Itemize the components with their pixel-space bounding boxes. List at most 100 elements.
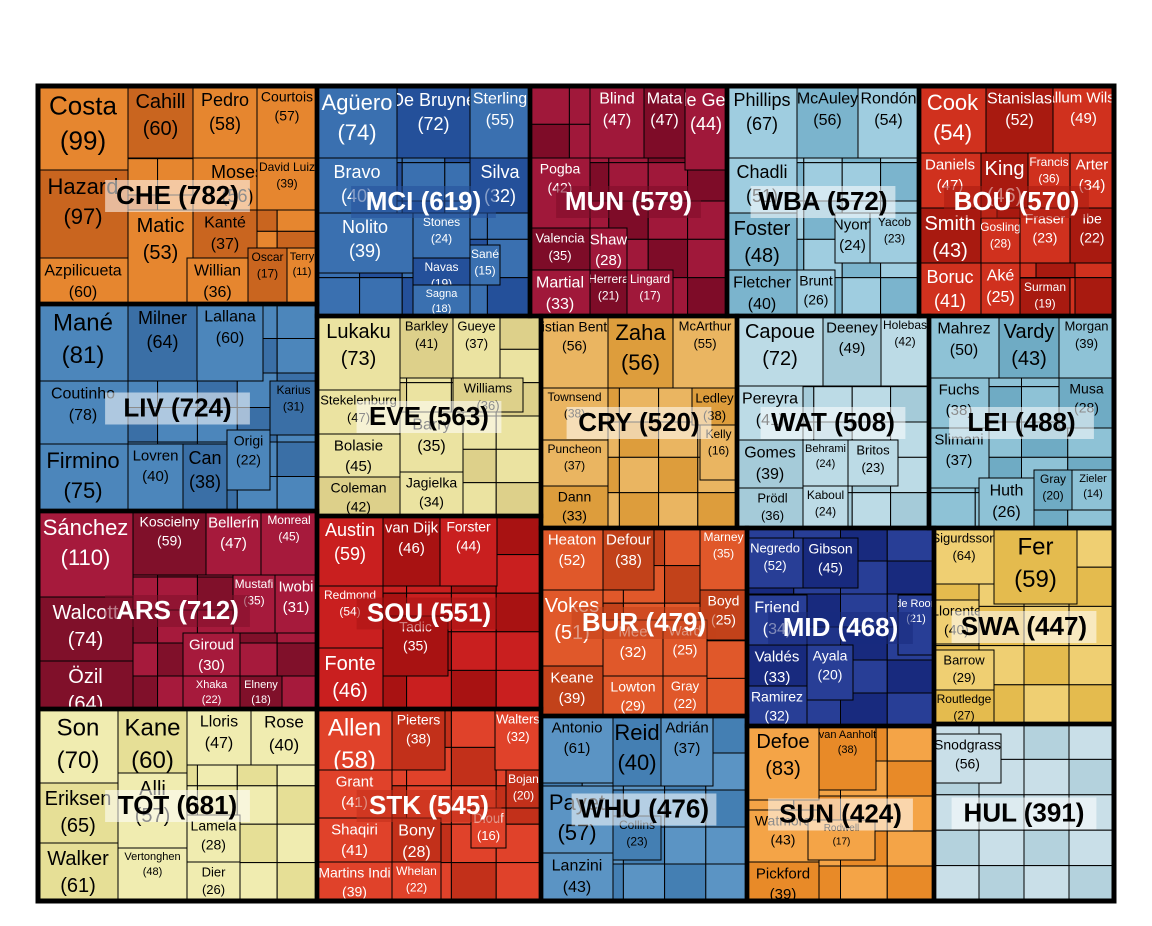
player-cell bbox=[192, 85, 258, 159]
player-cell bbox=[540, 315, 609, 389]
player-label-group: Milner (64) bbox=[138, 308, 187, 352]
player-name-label: Origi bbox=[234, 432, 264, 448]
player-name-label: Pogba bbox=[540, 160, 581, 176]
player-label-group: Lanzini (43) bbox=[552, 858, 603, 897]
player-label-group: Mata (47) bbox=[647, 91, 683, 130]
player-value-label: (38) bbox=[189, 472, 221, 492]
player-name-label: Iwobi bbox=[278, 579, 313, 596]
player-value-label: (81) bbox=[62, 342, 105, 369]
player-name-label: Bravo bbox=[333, 162, 380, 182]
player-label-group: Lukaku (73) bbox=[326, 321, 391, 370]
player-name-label: Martial bbox=[536, 275, 584, 292]
player-name-label: Grant bbox=[336, 774, 374, 791]
player-name-label: Courtois bbox=[261, 88, 313, 104]
player-name-label: Dier bbox=[202, 864, 227, 879]
player-cell bbox=[391, 861, 442, 902]
player-name-label: Xhaka bbox=[196, 679, 228, 691]
player-value-label: (22) bbox=[1080, 229, 1105, 245]
player-label-group: Koscielny (59) bbox=[140, 513, 200, 548]
player-name-label: Bojan bbox=[508, 772, 539, 786]
player-value-label: (28) bbox=[201, 836, 226, 852]
player-name-label: Heaton bbox=[548, 532, 596, 549]
player-label-group: Valencia (35) bbox=[536, 230, 586, 263]
player-name-label: Firmino bbox=[46, 448, 119, 473]
player-value-label: (40) bbox=[269, 736, 299, 755]
filler-cell bbox=[450, 708, 497, 748]
player-label-group: De Bruyne (72) bbox=[397, 90, 470, 134]
player-value-label: (18) bbox=[251, 694, 271, 706]
filler-cell bbox=[705, 640, 748, 679]
player-value-label: (55) bbox=[693, 336, 716, 351]
player-value-label: (72) bbox=[417, 114, 449, 134]
player-name-label: McArthur bbox=[679, 318, 732, 333]
player-label-group: Kanté (37) bbox=[204, 215, 246, 254]
player-name-label: Mustafi bbox=[235, 577, 274, 591]
player-cell bbox=[127, 303, 198, 382]
filler-cell bbox=[658, 492, 699, 529]
player-cell bbox=[256, 85, 318, 159]
player-label-group: Snodgrass (56) bbox=[934, 736, 1001, 771]
player-value-label: (38) bbox=[406, 730, 431, 746]
player-cell bbox=[806, 644, 854, 701]
player-cell bbox=[391, 708, 446, 771]
filler-cell bbox=[236, 862, 278, 902]
player-label-group: Gomes (39) bbox=[744, 445, 796, 484]
player-cell bbox=[186, 861, 241, 902]
player-name-label: Morgan bbox=[1064, 318, 1108, 333]
player-label-group: Oscar (17) bbox=[251, 250, 283, 280]
player-cell bbox=[469, 244, 501, 286]
player-name-label: Marney bbox=[703, 530, 743, 544]
player-name-label: Mahrez bbox=[937, 321, 990, 338]
player-cell bbox=[37, 782, 119, 844]
filler-cell bbox=[1068, 865, 1115, 902]
player-cell bbox=[726, 269, 798, 317]
player-label-group: Huth (26) bbox=[990, 483, 1024, 522]
team-label-eve: EVE (563) bbox=[369, 401, 489, 431]
player-name-label: Fuchs bbox=[939, 382, 980, 399]
player-cell bbox=[256, 157, 318, 211]
player-cell bbox=[196, 303, 264, 382]
player-name-label: Lowton bbox=[610, 678, 655, 694]
player-cell bbox=[127, 209, 194, 305]
player-label-group: Prödl (36) bbox=[757, 490, 787, 523]
player-name-label: Karius bbox=[276, 383, 310, 397]
player-value-label: (43) bbox=[932, 240, 968, 262]
player-name-label: Sterling bbox=[473, 91, 527, 108]
player-name-label: Defour bbox=[606, 532, 651, 549]
player-value-label: (42) bbox=[894, 334, 915, 348]
player-name-label: Fletcher bbox=[733, 275, 791, 292]
player-label-group: Martins Indi (39) bbox=[318, 864, 390, 899]
player-label-group: Puncheon (37) bbox=[547, 442, 601, 472]
player-value-label: (59) bbox=[334, 544, 366, 564]
filler-cell bbox=[687, 238, 728, 279]
filler-cell bbox=[1068, 829, 1115, 867]
player-name-label: Silva bbox=[480, 162, 520, 182]
player-cell bbox=[540, 715, 614, 784]
player-value-label: (40) bbox=[142, 468, 169, 485]
player-value-label: (47) bbox=[650, 112, 678, 129]
team-group-mci: Agüero (74) De Bruyne (72) Sterling (55) Bravo… bbox=[316, 85, 531, 317]
player-name-label: Rose bbox=[264, 713, 304, 732]
player-name-label: Oscar bbox=[251, 250, 283, 264]
player-value-label: (49) bbox=[1070, 110, 1097, 127]
player-value-label: (44) bbox=[456, 537, 481, 553]
player-label-group: Bojan (20) bbox=[508, 772, 539, 802]
player-value-label: (78) bbox=[69, 407, 97, 424]
filler-cell bbox=[687, 277, 728, 317]
player-name-label: Nolito bbox=[342, 217, 388, 237]
filler-cell bbox=[841, 277, 882, 317]
player-label-group: Barrow (29) bbox=[943, 652, 985, 685]
filler-cell bbox=[495, 348, 542, 384]
player-value-label: (22) bbox=[236, 451, 261, 467]
team-label-stk: STK (545) bbox=[369, 790, 489, 820]
player-value-label: (65) bbox=[60, 815, 96, 837]
player-value-label: (45) bbox=[818, 559, 843, 575]
player-label-group: Negredo (52) bbox=[750, 540, 800, 573]
player-value-label: (23) bbox=[861, 460, 884, 475]
player-label-group: Özil (64) bbox=[68, 666, 104, 709]
player-value-label: (34) bbox=[419, 493, 444, 509]
player-name-label: Kelly bbox=[705, 427, 731, 441]
player-name-label: Shaw bbox=[590, 232, 628, 249]
player-cell bbox=[612, 715, 662, 787]
